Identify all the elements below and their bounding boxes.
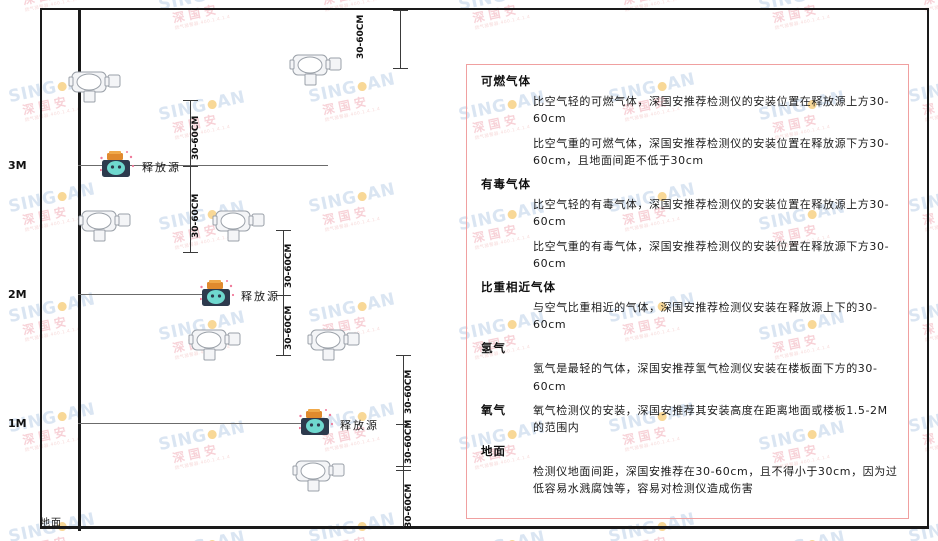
level-label-3m: 3M (8, 159, 27, 172)
guidance-paragraph: 与空气比重相近的气体，深国安推荐检测仪安装在释放源上下的30-60cm (533, 301, 878, 332)
guidance-section-body: 比空气轻的有毒气体，深国安推荐检测仪的安装位置在释放源上方30-60cm 比空气重… (533, 196, 898, 272)
gas-detector-icon (289, 49, 353, 89)
guidance-section: 地面检测仪地面间距，深国安推荐在30-60cm，且不得小于30cm，因为过低容易… (481, 443, 898, 497)
dimension-tick-d-3b (396, 470, 411, 471)
level-line-1m (78, 423, 303, 424)
level-label-1m: 1M (8, 417, 27, 430)
release-source-label: 释放源 (241, 290, 280, 303)
gas-detector-icon (292, 455, 356, 495)
dimension-text-a1: 30-60CM (191, 115, 201, 160)
dimension-tick-c-bot (276, 355, 291, 356)
guidance-paragraph: 氢气是最轻的气体，深国安推荐氢气检测仪安装在楼板面下方的30-60cm (533, 362, 878, 393)
dimension-text-b1: 30-60CM (356, 14, 366, 59)
guidance-section-body: 氧气检测仪的安装，深国安推荐其安装高度在距离地面或楼板1.5-2M的范围内 (533, 402, 898, 436)
dimension-tick-d-2 (396, 424, 411, 425)
release-source-label: 释放源 (340, 419, 379, 432)
guidance-paragraph: 检测仪地面间距，深国安推荐在30-60cm，且不得小于30cm，因为过低容易水溅… (533, 464, 898, 495)
dimension-tick-d-3 (396, 466, 411, 467)
gas-detector-icon (212, 205, 276, 245)
guidance-section-heading: 可燃气体 (481, 74, 531, 88)
guidance-section: 有毒气体 比空气轻的有毒气体，深国安推荐检测仪的安装位置在释放源上方30-60cm… (481, 176, 898, 272)
guidance-section: 可燃气体 比空气轻的可燃气体，深国安推荐检测仪的安装位置在释放源上方30-60cm… (481, 73, 898, 169)
dimension-rail-a (190, 100, 191, 252)
dimension-text-d3: 30-60CM (404, 483, 414, 528)
release-source-icon (298, 408, 335, 440)
release-source-label: 释放源 (142, 161, 181, 174)
dimension-rail-b (400, 10, 401, 68)
guidance-paragraph: 比空气轻的可燃气体，深国安推荐检测仪的安装位置在释放源上方30-60cm (533, 95, 890, 126)
guidance-section-heading: 地面 (481, 443, 506, 458)
guidance-paragraph: 氧气检测仪的安装，深国安推荐其安装高度在距离地面或楼板1.5-2M的范围内 (533, 403, 888, 434)
dimension-tick-a-bot (183, 252, 198, 253)
height-axis (78, 10, 81, 531)
guidance-section: 比重相近气体与空气比重相近的气体，深国安推荐检测仪安装在释放源上下的30-60c… (481, 279, 898, 333)
dimension-text-a2: 30-60CM (191, 193, 201, 238)
dimension-rail-c (283, 230, 284, 355)
level-line-3m (78, 165, 328, 166)
guidance-section-heading: 氢气 (481, 341, 506, 356)
guidance-section: 氢气氢气是最轻的气体，深国安推荐氢气检测仪安装在楼板面下方的30-60cm (481, 340, 898, 394)
guidance-section: 氧气 氧气检测仪的安装，深国安推荐其安装高度在距离地面或楼板1.5-2M的范围内 (481, 402, 898, 436)
gas-detector-icon (188, 324, 252, 364)
dimension-text-c1: 30-60CM (284, 243, 294, 288)
dimension-tick-a-top (183, 100, 198, 101)
dimension-text-d2: 30-60CM (404, 419, 414, 464)
dimension-tick-c-mid (276, 295, 291, 296)
guidance-section-body: 与空气比重相近的气体，深国安推荐检测仪安装在释放源上下的30-60cm (533, 299, 898, 333)
dimension-rail-d (403, 355, 404, 527)
gas-detector-icon (307, 324, 371, 364)
release-source-icon (199, 279, 236, 311)
dimension-text-c2: 30-60CM (284, 305, 294, 350)
dimension-tick-d-1 (396, 355, 411, 356)
gas-detector-icon (78, 205, 142, 245)
guidance-section-heading: 氧气 (481, 402, 506, 417)
dimension-text-d1: 30-60CM (404, 369, 414, 414)
level-label-2m: 2M (8, 288, 27, 301)
guidance-paragraph: 比空气重的可燃气体，深国安推荐检测仪的安装位置在释放源下方30-60cm，且地面… (533, 137, 890, 168)
guidance-section-body: 氢气是最轻的气体，深国安推荐氢气检测仪安装在楼板面下方的30-60cm (533, 360, 898, 394)
guidance-section-body: 比空气轻的可燃气体，深国安推荐检测仪的安装位置在释放源上方30-60cm 比空气重… (533, 93, 898, 169)
guidance-panel: 可燃气体 比空气轻的可燃气体，深国安推荐检测仪的安装位置在释放源上方30-60cm… (466, 64, 909, 519)
dimension-tick-a-mid (183, 166, 198, 167)
guidance-paragraph: 比空气轻的有毒气体，深国安推荐检测仪的安装位置在释放源上方30-60cm (533, 198, 890, 229)
guidance-section-heading: 有毒气体 (481, 177, 531, 192)
release-source-icon (99, 150, 136, 182)
dimension-tick-c-top (276, 230, 291, 231)
guidance-section-heading: 比重相近气体 (481, 280, 556, 295)
dimension-tick-b-top (393, 10, 408, 11)
dimension-tick-b-bot (393, 68, 408, 69)
ground-label: 地面 (40, 518, 62, 529)
guidance-paragraph: 比空气重的有毒气体，深国安推荐检测仪的安装位置在释放源下方30-60cm (533, 240, 890, 271)
ground-baseline (40, 526, 929, 529)
level-line-2m (78, 294, 208, 295)
guidance-section-body: 检测仪地面间距，深国安推荐在30-60cm，且不得小于30cm，因为过低容易水溅… (533, 463, 898, 497)
gas-detector-icon (68, 66, 132, 106)
